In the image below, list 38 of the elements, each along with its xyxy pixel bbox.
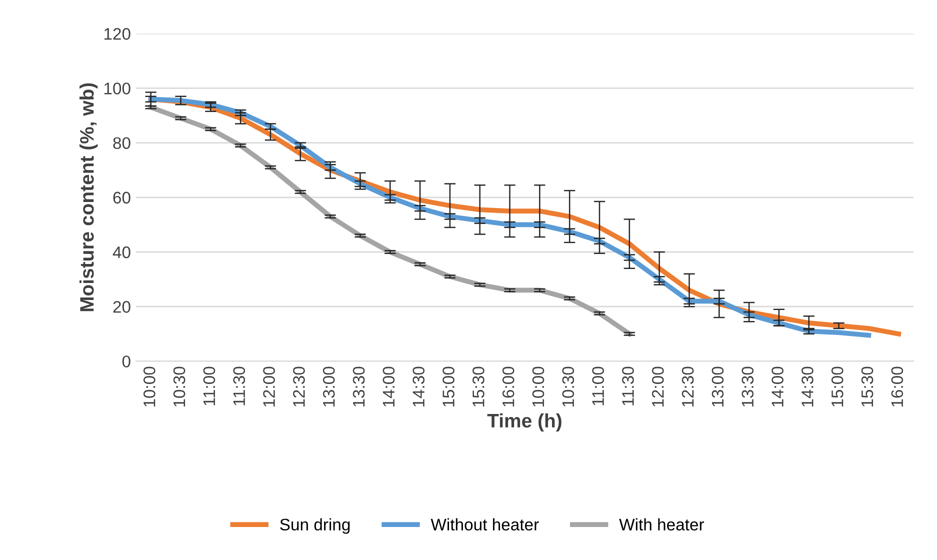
legend-label: With heater — [619, 518, 704, 531]
x-tick-label: 15:30 — [472, 366, 484, 406]
y-axis-title: Moisture content (%, wb) — [80, 83, 98, 312]
y-tick-label: 0 — [122, 356, 130, 368]
x-tick-label: 12:30 — [682, 366, 694, 406]
x-tick-label: 12:00 — [263, 366, 275, 406]
x-tick-label: 10:30 — [173, 366, 186, 406]
y-tick-label: 20 — [113, 301, 130, 313]
x-tick-label: 13:00 — [712, 366, 724, 406]
x-tick-label: 16:00 — [891, 366, 904, 406]
x-tick-label: 10:00 — [143, 366, 156, 406]
x-tick-label: 11:30 — [622, 366, 634, 406]
x-tick-label: 13:00 — [322, 366, 335, 406]
x-tick-label: 14:00 — [772, 366, 784, 406]
x-tick-label: 11:00 — [203, 366, 216, 406]
x-tick-label: 15:00 — [831, 366, 844, 406]
y-tick-label: 60 — [113, 192, 130, 204]
x-tick-label: 10:00 — [532, 366, 544, 406]
x-axis-title: Time (h) — [487, 413, 562, 432]
x-tick-label: 11:00 — [592, 366, 604, 406]
x-tick-label: 15:30 — [861, 366, 874, 406]
y-tick-label: 100 — [104, 82, 130, 94]
x-tick-label: 15:00 — [442, 366, 454, 406]
x-tick-label: 14:00 — [382, 366, 395, 406]
legend-label: Without heater — [430, 518, 539, 531]
legend-label: Sun dring — [280, 518, 350, 534]
y-tick-label: 40 — [112, 246, 130, 258]
x-tick-label: 13:30 — [742, 366, 754, 406]
x-tick-label: 12:00 — [652, 366, 664, 406]
x-tick-label: 13:30 — [352, 366, 365, 406]
x-tick-label: 16:00 — [502, 366, 514, 406]
x-tick-label: 12:30 — [293, 366, 305, 406]
x-tick-label: 11:30 — [233, 366, 246, 406]
x-tick-label: 14:30 — [412, 366, 424, 406]
y-tick-label: 80 — [113, 137, 130, 150]
x-tick-label: 10:30 — [562, 366, 574, 406]
x-tick-label: 14:30 — [802, 366, 814, 406]
y-tick-label: 120 — [104, 28, 130, 40]
